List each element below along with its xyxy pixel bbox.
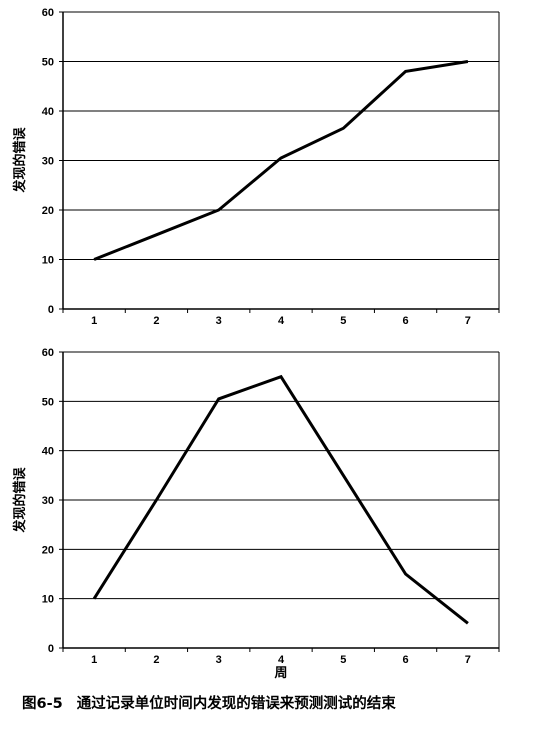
y-tick-label: 20 [42,205,54,217]
figure-number: 图6-5 [22,696,63,712]
y-tick-label: 20 [42,544,54,556]
y-tick-label: 0 [48,304,54,316]
figure-caption-text: 通过记录单位时间内发现的错误来预测测试的结束 [76,696,396,712]
y-tick-label: 0 [48,643,54,655]
x-tick-label: 5 [340,654,346,666]
y-tick-label: 30 [42,495,54,507]
x-tick-label: 6 [403,654,409,666]
y-tick-label: 10 [42,255,54,267]
y-axis-label: 发现的错误 [12,467,28,534]
x-tick-label: 7 [465,315,471,327]
chart-errors-rising: 0 10 20 30 40 50 60 1 2 3 4 5 6 7 发现的错误 [12,7,500,327]
y-tick-label: 50 [42,57,54,69]
x-tick-label: 1 [91,654,97,666]
x-tick-label: 3 [216,654,222,666]
x-tick-label: 6 [403,315,409,327]
x-tick-label: 3 [216,315,222,327]
y-tick-label: 40 [42,446,54,458]
x-tick-label: 4 [278,654,285,666]
x-tick-label: 2 [153,654,159,666]
x-tick-label: 5 [340,315,346,327]
y-tick-label: 60 [42,347,54,359]
figure-caption: 图6-5 通过记录单位时间内发现的错误来预测测试的结束 [22,692,396,713]
x-tick-label: 4 [278,315,285,327]
y-tick-label: 40 [42,106,54,118]
series-line [93,60,469,261]
x-tick-label: 7 [465,654,471,666]
x-tick-label: 2 [153,315,159,327]
y-axis-label: 发现的错误 [12,127,28,194]
series-line [92,374,469,625]
y-tick-label: 60 [42,7,54,19]
x-axis-label: 周 [274,666,287,681]
y-tick-label: 50 [42,396,54,408]
y-tick-label: 30 [42,156,54,168]
y-tick-label: 10 [42,594,54,606]
x-tick-label: 1 [91,315,97,327]
